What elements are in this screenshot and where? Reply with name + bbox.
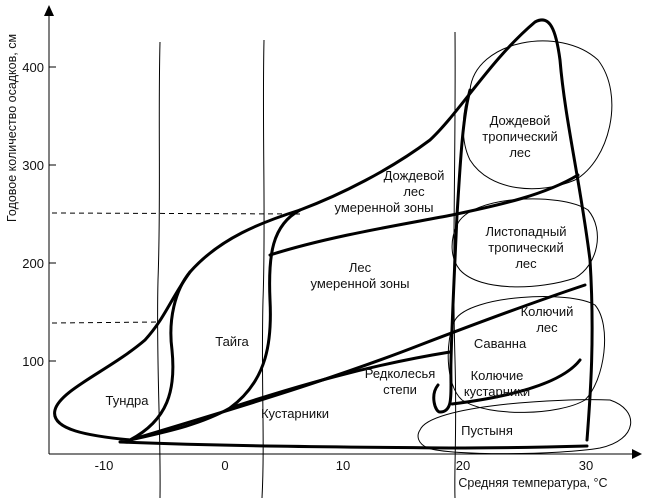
outline-ellipse [417, 399, 632, 455]
guide-line-vertical [261, 39, 265, 498]
y-axis-title: Годовое количество осадков, см [5, 34, 19, 222]
label-tropical-rainforest-2: тропический [482, 129, 557, 144]
guide-line-vertical [453, 31, 457, 498]
x-tick-label: 0 [221, 458, 228, 473]
label-taiga: Тайга [215, 334, 249, 349]
thorn-scrub-boundary [450, 358, 582, 406]
label-temperate-forest-2: умеренной зоны [310, 276, 409, 291]
desert-boundary [118, 440, 589, 450]
outline-ellipse [462, 40, 613, 190]
y-tick-label: 300 [22, 158, 44, 173]
label-thorn-forest-2: лес [536, 320, 558, 335]
label-temperate-rainforest-1: Дождевой [384, 168, 445, 183]
x-tick-label: -10 [95, 458, 114, 473]
label-tropical-deciduous-2: тропический [488, 240, 563, 255]
shrubland-boundary [228, 350, 452, 410]
x-tick-label: 20 [456, 458, 470, 473]
label-savanna: Саванна [474, 336, 527, 351]
y-tick-label: 400 [22, 60, 44, 75]
outer-boundary [53, 18, 594, 442]
dashed-reference-line [51, 321, 161, 324]
savanna-boundary [128, 283, 587, 442]
label-temperate-forest-1: Лес [349, 260, 372, 275]
x-tick-label: 10 [336, 458, 350, 473]
x-axis-title: Средняя температура, °С [458, 476, 607, 490]
x-axis-arrow [632, 449, 642, 459]
label-woodland-2: степи [383, 382, 417, 397]
taiga-boundary [128, 208, 302, 442]
tropical-boundary [432, 88, 472, 414]
label-tundra: Тундра [106, 393, 150, 408]
label-thorn-forest-1: Колючий [521, 304, 574, 319]
dashed-reference-line [51, 212, 301, 215]
x-tick-label: 30 [579, 458, 593, 473]
label-temperate-rainforest-2: лес [403, 184, 425, 199]
y-tick-label: 100 [22, 354, 44, 369]
label-woodland-1: Редколесья [365, 366, 436, 381]
label-tropical-rainforest-3: лес [509, 145, 531, 160]
label-desert: Пустыня [461, 423, 513, 438]
label-tropical-deciduous-1: Листопадный [486, 224, 567, 239]
label-thorn-scrub-2: кустарники [464, 384, 530, 399]
y-axis-arrow [44, 5, 54, 16]
label-tropical-rainforest-1: Дождевой [490, 113, 551, 128]
outline-ellipse [451, 198, 598, 288]
tundra-boundary [128, 270, 192, 442]
label-tropical-deciduous-3: лес [515, 256, 537, 271]
temperate-rainforest-boundary [268, 173, 580, 257]
y-tick-label: 200 [22, 256, 44, 271]
label-shrubland: Кустарники [261, 406, 329, 421]
label-temperate-rainforest-3: умеренной зоны [334, 200, 433, 215]
label-thorn-scrub-1: Колючие [471, 368, 524, 383]
